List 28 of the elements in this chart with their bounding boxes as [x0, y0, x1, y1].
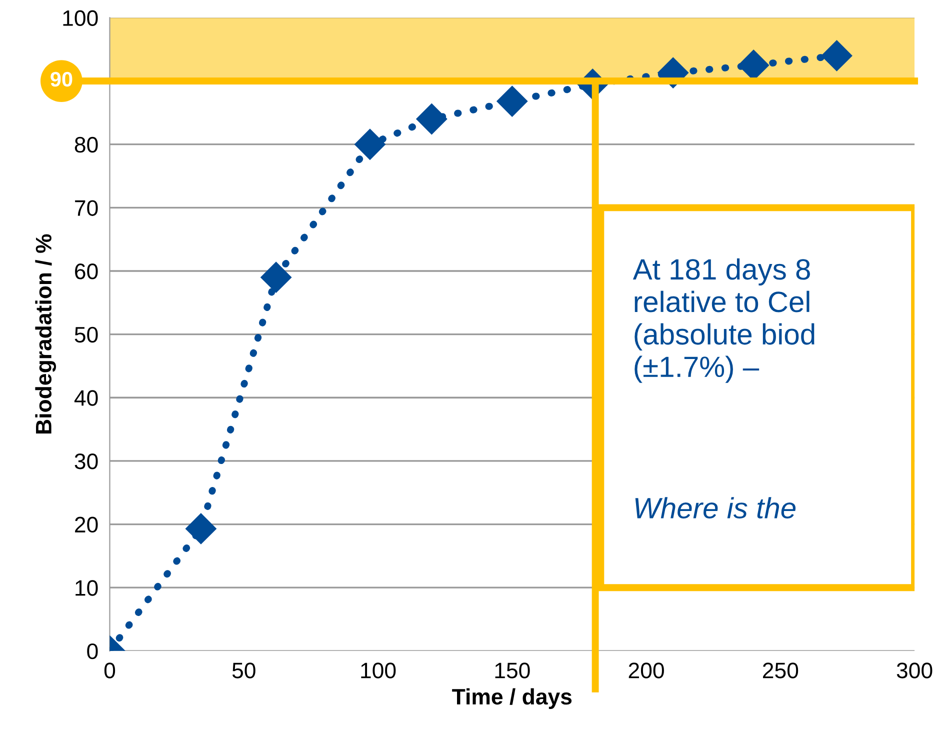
point: [354, 128, 386, 160]
y-tick-label: 40: [74, 390, 98, 406]
y-tick-label: 10: [76, 580, 98, 596]
point: [260, 262, 292, 293]
y-tick-label: 60: [75, 264, 98, 280]
x-tick-label: 50: [232, 662, 256, 678]
point: [496, 86, 528, 117]
y-tick-label: 70: [75, 200, 98, 216]
point: [186, 513, 216, 544]
annotation: Where is the: [635, 497, 796, 519]
ref-line-label: 90: [50, 72, 72, 87]
x-tick-label: 0: [104, 662, 116, 678]
point: [416, 104, 448, 134]
y-tick-label: 30: [74, 453, 98, 470]
y-tick-label: 50: [74, 326, 98, 343]
y-axis-title: Biodegradation / %: [35, 234, 56, 434]
x-tick-label: 200: [628, 662, 664, 678]
x-tick-label: 150: [495, 662, 530, 678]
y-tick-label: 0: [87, 643, 98, 660]
y-tick-label: 20: [75, 516, 98, 533]
y-tick-label: 100: [63, 10, 98, 26]
annotation: At 181 days 8 relative to Cel (absolute biod (±1.7%) –: [632, 258, 814, 383]
x-tick-label: 250: [763, 662, 798, 678]
point: [821, 40, 852, 72]
x-tick-label: 100: [361, 662, 396, 678]
x-axis-title: Time / days: [452, 688, 572, 710]
x-tick-label: 300: [896, 662, 932, 678]
y-tick-label: 80: [74, 136, 98, 153]
